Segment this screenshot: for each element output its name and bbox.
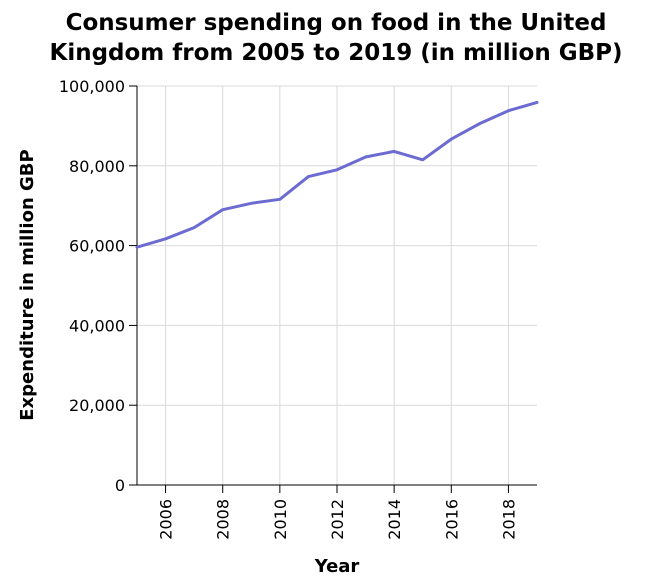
chart-title-line-1: Consumer spending on food in the United bbox=[66, 10, 607, 36]
x-tick-label: 2006 bbox=[157, 499, 176, 540]
x-tick-label: 2010 bbox=[271, 499, 290, 540]
x-axis-label: Year bbox=[314, 556, 360, 577]
y-axis-label: Expenditure in million GBP bbox=[17, 149, 38, 420]
data-series bbox=[135, 100, 539, 249]
x-tick-label: 2016 bbox=[442, 499, 461, 540]
chart-title-line-2: Kingdom from 2005 to 2019 (in million GB… bbox=[50, 40, 623, 66]
x-tick-label: 2008 bbox=[214, 499, 233, 540]
y-tick-label: 80,000 bbox=[69, 157, 125, 176]
y-tick-label: 0 bbox=[115, 476, 125, 495]
series-line bbox=[135, 100, 539, 249]
grid-lines bbox=[137, 85, 537, 486]
y-tick-label: 60,000 bbox=[69, 237, 125, 256]
tick-labels: 0 20,000 40,000 60,000 80,000 100,000 2006 2008… bbox=[59, 77, 519, 540]
y-tick-label: 100,000 bbox=[59, 77, 125, 96]
x-tick-label: 2018 bbox=[499, 499, 518, 540]
y-tick-label: 40,000 bbox=[69, 316, 125, 335]
y-tick-label: 20,000 bbox=[69, 396, 125, 415]
x-tick-label: 2014 bbox=[385, 499, 404, 540]
x-tick-label: 2012 bbox=[328, 499, 347, 540]
axes bbox=[129, 85, 537, 493]
